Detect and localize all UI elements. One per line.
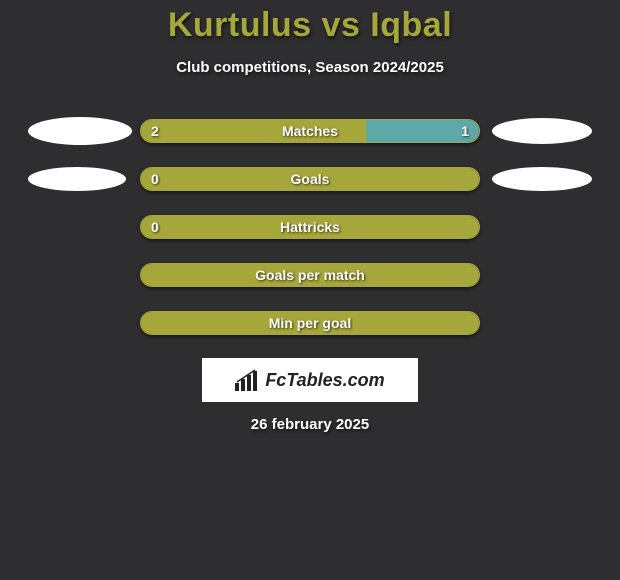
brand-logo: FcTables.com [235,369,384,391]
club-badge-left-slot [20,167,140,191]
chart-icon [235,369,261,391]
stat-bar: Goals per match [140,263,480,287]
comparison-rows: 21Matches0Goals0HattricksGoals per match… [0,118,620,336]
comparison-row: Min per goal [0,310,620,336]
comparison-row: Goals per match [0,262,620,288]
snapshot-date: 26 february 2025 [0,416,620,433]
comparison-row: 0Goals [0,166,620,192]
stat-bar: 21Matches [140,119,480,143]
comparison-subtitle: Club competitions, Season 2024/2025 [0,59,620,76]
club-badge-left [28,117,132,145]
comparison-row: 0Hattricks [0,214,620,240]
stat-value-left: 0 [151,219,159,235]
stat-bar: 0Hattricks [140,215,480,239]
stat-bar: Min per goal [140,311,480,335]
club-badge-left-slot [20,117,140,145]
club-badge-right [492,118,592,144]
brand-logo-box: FcTables.com [202,358,418,402]
stat-value-left: 0 [151,171,159,187]
stat-bar-fill-left [141,264,479,286]
stat-bar-fill-left [141,312,479,334]
stat-bar: 0Goals [140,167,480,191]
stat-bar-fill-left [141,120,366,142]
club-badge-right [492,167,592,191]
club-badge-right-slot [480,118,600,144]
comparison-row: 21Matches [0,118,620,144]
brand-logo-text: FcTables.com [265,370,384,391]
stat-value-right: 1 [461,123,469,139]
comparison-title: Kurtulus vs Iqbal [0,0,620,45]
club-badge-left [28,167,126,191]
stat-bar-fill-left [141,216,479,238]
club-badge-right-slot [480,167,600,191]
stat-value-left: 2 [151,123,159,139]
stat-bar-fill-left [141,168,479,190]
